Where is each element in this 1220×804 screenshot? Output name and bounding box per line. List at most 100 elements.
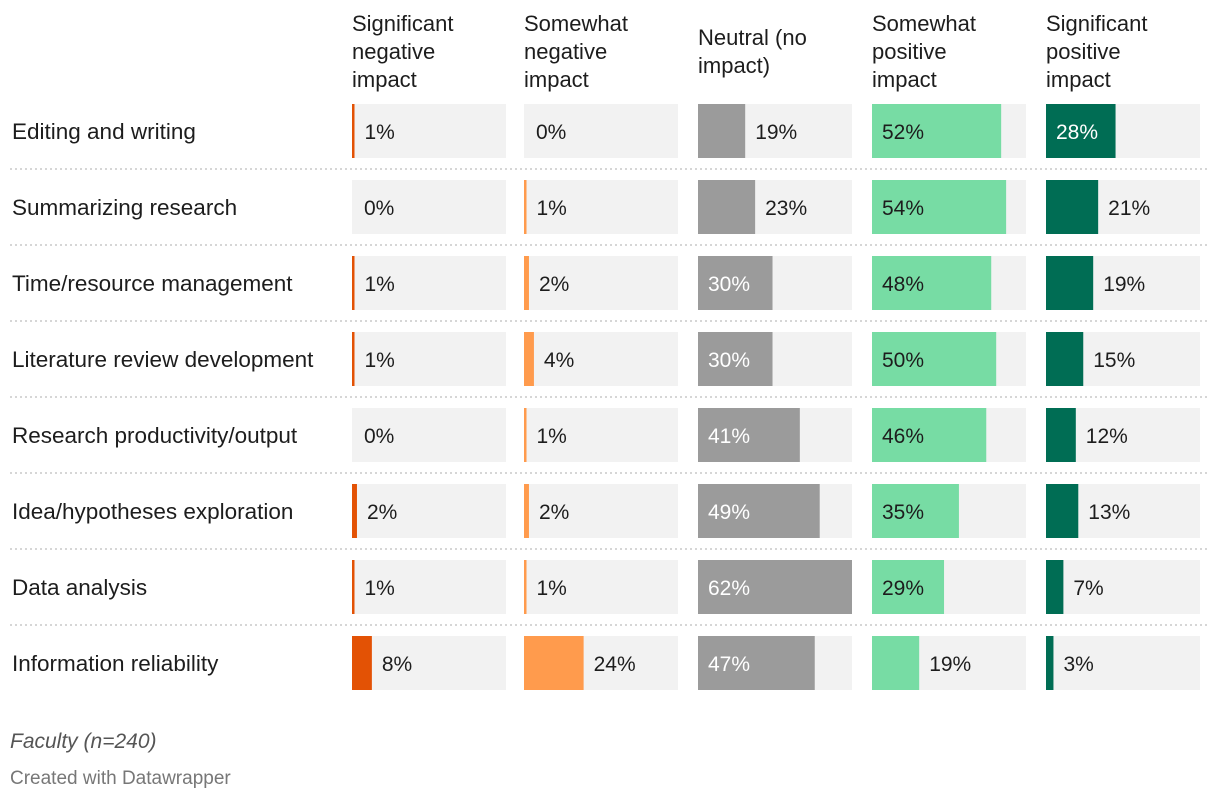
row-label: Editing and writing xyxy=(12,119,196,144)
bar-background xyxy=(524,484,678,538)
bar xyxy=(352,484,357,538)
bar xyxy=(872,560,945,614)
column-header: Somewhat negative impact xyxy=(524,11,628,92)
bar xyxy=(698,636,815,690)
row-label: Information reliability xyxy=(12,651,219,676)
data-label: 21% xyxy=(1108,197,1150,220)
bar-background xyxy=(352,408,506,462)
data-label: 4% xyxy=(544,349,574,372)
data-label: 24% xyxy=(594,653,636,676)
bar xyxy=(524,408,527,462)
bar-background xyxy=(352,332,506,386)
data-label: 1% xyxy=(537,577,567,600)
data-label: 0% xyxy=(536,121,566,144)
data-label: 30% xyxy=(708,349,750,372)
data-label: 3% xyxy=(1063,653,1093,676)
data-label: 1% xyxy=(537,197,567,220)
bar xyxy=(352,636,372,690)
data-label: 52% xyxy=(882,121,924,144)
bar xyxy=(872,104,1002,158)
bar-background xyxy=(524,560,678,614)
column-header: Significant positive impact xyxy=(1046,11,1148,92)
bar xyxy=(698,104,746,158)
bar xyxy=(698,332,773,386)
bar xyxy=(872,256,992,310)
bar-background xyxy=(352,256,506,310)
data-label: 12% xyxy=(1086,425,1128,448)
column-header: Neutral (no impact) xyxy=(698,25,807,78)
bar xyxy=(524,256,529,310)
bar xyxy=(1046,636,1054,690)
data-label: 1% xyxy=(365,121,395,144)
data-label: 2% xyxy=(539,273,569,296)
data-label: 2% xyxy=(367,501,397,524)
data-label: 19% xyxy=(755,121,797,144)
bar xyxy=(1046,484,1079,538)
bar xyxy=(524,560,527,614)
data-label: 47% xyxy=(708,653,750,676)
data-label: 62% xyxy=(708,577,750,600)
data-label: 8% xyxy=(382,653,412,676)
data-label: 35% xyxy=(882,501,924,524)
bar xyxy=(872,408,987,462)
bar-background xyxy=(524,104,678,158)
bar xyxy=(1046,332,1084,386)
data-label: 1% xyxy=(365,577,395,600)
bar xyxy=(872,180,1007,234)
bar xyxy=(698,560,852,614)
bar-background xyxy=(524,256,678,310)
bar-background xyxy=(524,180,678,234)
bar-background xyxy=(524,408,678,462)
bar xyxy=(1046,180,1099,234)
data-label: 1% xyxy=(365,273,395,296)
row-label: Research productivity/output xyxy=(12,423,298,448)
data-label: 2% xyxy=(539,501,569,524)
bar xyxy=(872,636,920,690)
data-label: 13% xyxy=(1088,501,1130,524)
bar-chart: Significant negative impact Somewhat negativ… xyxy=(10,11,1208,690)
row-label: Time/resource management xyxy=(12,271,293,296)
data-label: 1% xyxy=(365,349,395,372)
sample-note: Faculty (n=240) xyxy=(10,730,157,753)
bar xyxy=(352,560,355,614)
credit-link[interactable]: Created with Datawrapper xyxy=(10,768,231,789)
data-label: 46% xyxy=(882,425,924,448)
bar xyxy=(872,332,997,386)
row-label: Data analysis xyxy=(12,575,147,600)
data-label: 7% xyxy=(1073,577,1103,600)
data-label: 0% xyxy=(364,425,394,448)
data-label: 54% xyxy=(882,197,924,220)
data-label: 49% xyxy=(708,501,750,524)
column-header: Somewhat positive impact xyxy=(872,11,976,92)
data-label: 0% xyxy=(364,197,394,220)
bar xyxy=(698,256,773,310)
data-label: 1% xyxy=(537,425,567,448)
bar-background xyxy=(352,484,506,538)
bar xyxy=(352,256,355,310)
bar xyxy=(698,180,756,234)
row-label: Literature review development xyxy=(12,347,314,372)
data-label: 19% xyxy=(1103,273,1145,296)
bar-background xyxy=(352,560,506,614)
data-label: 28% xyxy=(1056,121,1098,144)
bar-background xyxy=(1046,636,1200,690)
bar xyxy=(524,484,529,538)
bar xyxy=(1046,104,1116,158)
bar xyxy=(698,484,820,538)
bar-background xyxy=(352,180,506,234)
data-label: 15% xyxy=(1093,349,1135,372)
bar xyxy=(524,332,534,386)
bar xyxy=(1046,408,1076,462)
bar-background xyxy=(1046,560,1200,614)
data-label: 23% xyxy=(765,197,807,220)
row-label: Idea/hypotheses exploration xyxy=(12,499,293,524)
bar xyxy=(872,484,959,538)
data-label: 29% xyxy=(882,577,924,600)
data-label: 41% xyxy=(708,425,750,448)
data-label: 48% xyxy=(882,273,924,296)
bar xyxy=(698,408,800,462)
data-label: 19% xyxy=(929,653,971,676)
bar xyxy=(1046,560,1064,614)
bar xyxy=(524,180,527,234)
bar xyxy=(352,104,355,158)
